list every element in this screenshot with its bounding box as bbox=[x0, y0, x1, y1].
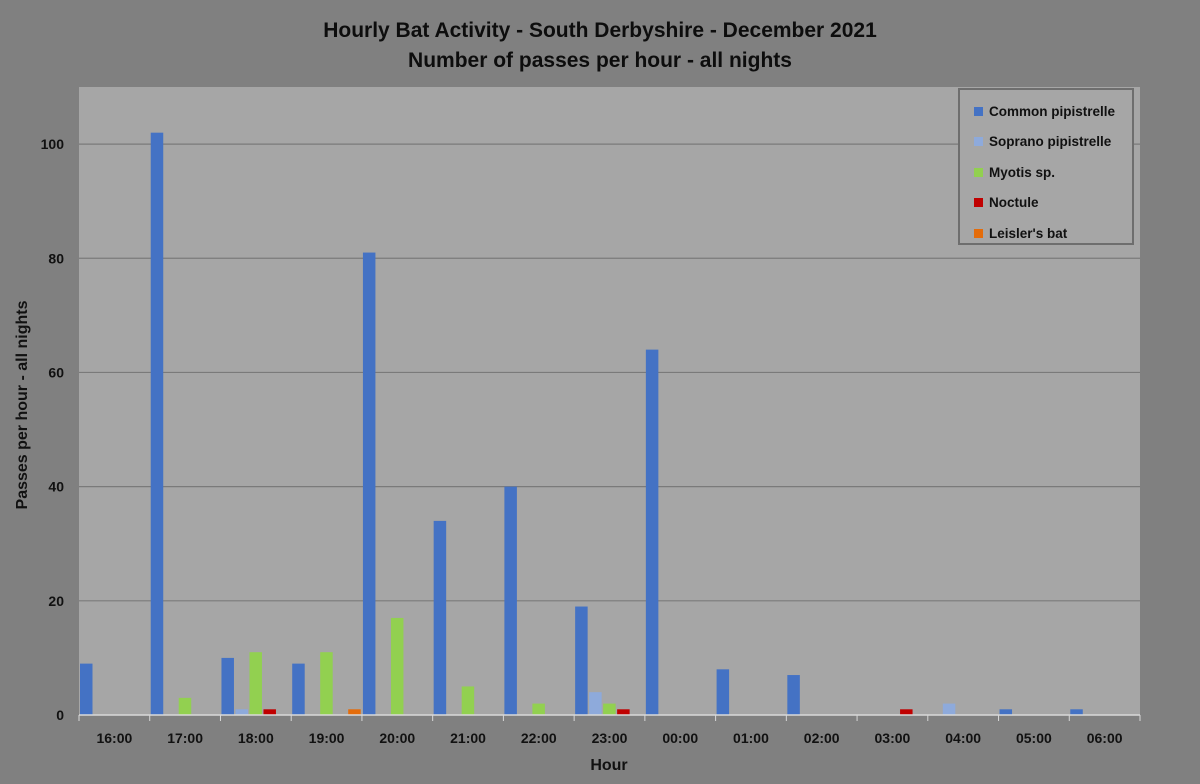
chart-title: Hourly Bat Activity - South Derbyshire -… bbox=[323, 19, 877, 42]
legend-label: Common pipistrelle bbox=[989, 103, 1116, 119]
x-tick-label: 02:00 bbox=[804, 730, 840, 746]
x-tick-label: 20:00 bbox=[379, 730, 415, 746]
bar bbox=[390, 617, 404, 715]
bar bbox=[249, 652, 262, 715]
y-tick-label: 40 bbox=[48, 479, 64, 495]
chart-title-block: Hourly Bat Activity - South Derbyshire -… bbox=[0, 16, 1200, 76]
bar bbox=[235, 709, 248, 715]
x-tick-label: 22:00 bbox=[521, 730, 557, 746]
x-tick-label: 01:00 bbox=[733, 730, 769, 746]
x-tick-labels: 16:00 17:00 18:00 19:00 20:00 21:00 22:00 23:00… bbox=[96, 730, 1122, 746]
legend-swatch bbox=[974, 167, 983, 177]
bar bbox=[150, 132, 164, 715]
bar bbox=[433, 520, 447, 715]
bar bbox=[575, 606, 588, 715]
y-tick-label: 60 bbox=[48, 364, 64, 380]
bar bbox=[362, 252, 376, 715]
legend-item: Myotis sp. bbox=[960, 157, 1132, 188]
bar bbox=[999, 709, 1013, 715]
x-tick-label: 18:00 bbox=[238, 730, 274, 746]
bar bbox=[532, 703, 545, 715]
x-tick-label: 16:00 bbox=[96, 730, 132, 746]
y-tick-label: 80 bbox=[48, 250, 64, 266]
bar bbox=[221, 657, 234, 715]
bar bbox=[292, 663, 305, 715]
bar bbox=[900, 709, 913, 715]
legend: Common pipistrelle Soprano pipistrelle Myo… bbox=[958, 88, 1134, 245]
bar bbox=[716, 669, 730, 715]
chart-subtitle: Number of passes per hour - all nights bbox=[408, 49, 792, 72]
x-tick-label: 06:00 bbox=[1087, 730, 1123, 746]
x-tick-label: 04:00 bbox=[945, 730, 981, 746]
bar bbox=[461, 686, 475, 715]
x-tick-label: 17:00 bbox=[167, 730, 203, 746]
legend-item: Common pipistrelle bbox=[960, 96, 1132, 127]
bar bbox=[617, 709, 630, 715]
legend-item: Leisler's bat bbox=[960, 218, 1132, 249]
legend-item: Soprano pipistrelle bbox=[960, 127, 1132, 158]
legend-swatch bbox=[974, 106, 983, 116]
bar bbox=[787, 675, 800, 715]
x-tick-label: 03:00 bbox=[875, 730, 911, 746]
x-tick-label: 00:00 bbox=[662, 730, 698, 746]
y-tick-label: 100 bbox=[41, 136, 65, 152]
legend-label: Leisler's bat bbox=[989, 225, 1068, 241]
bar bbox=[1070, 709, 1083, 715]
legend-swatch bbox=[974, 137, 983, 147]
bar bbox=[603, 703, 616, 715]
bar bbox=[263, 709, 276, 715]
bar bbox=[645, 349, 659, 715]
x-axis-title: Hour bbox=[590, 757, 627, 774]
y-tick-label: 20 bbox=[48, 593, 64, 609]
y-tick-labels: 0 20 40 60 80 100 bbox=[41, 136, 65, 723]
bar bbox=[504, 486, 517, 715]
legend-swatch bbox=[974, 228, 983, 238]
y-axis-title: Passes per hour - all nights bbox=[14, 300, 31, 509]
bar bbox=[589, 692, 602, 715]
bar bbox=[80, 663, 93, 715]
bars bbox=[80, 132, 1083, 715]
legend-label: Myotis sp. bbox=[989, 164, 1056, 180]
legend-label: Soprano pipistrelle bbox=[989, 134, 1112, 150]
x-tick-label: 23:00 bbox=[592, 730, 628, 746]
y-tick-label: 0 bbox=[56, 707, 64, 723]
bar bbox=[320, 652, 333, 715]
legend-swatch bbox=[974, 198, 983, 208]
x-tick-label: 19:00 bbox=[309, 730, 345, 746]
x-tick-label: 21:00 bbox=[450, 730, 486, 746]
gridlines bbox=[79, 143, 1140, 602]
bar bbox=[178, 697, 192, 715]
x-tick-marks bbox=[78, 715, 1141, 721]
legend-label: Noctule bbox=[989, 195, 1039, 211]
bar bbox=[942, 703, 956, 715]
x-tick-label: 05:00 bbox=[1016, 730, 1052, 746]
bar bbox=[348, 709, 361, 715]
legend-item: Noctule bbox=[960, 188, 1132, 219]
